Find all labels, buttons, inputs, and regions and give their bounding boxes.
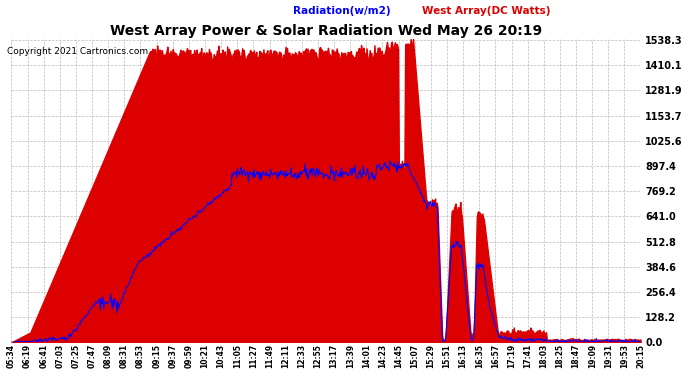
Text: West Array(DC Watts): West Array(DC Watts) — [422, 6, 551, 16]
Text: Copyright 2021 Cartronics.com: Copyright 2021 Cartronics.com — [7, 47, 148, 56]
Text: Radiation(w/m2): Radiation(w/m2) — [293, 6, 391, 16]
Title: West Array Power & Solar Radiation Wed May 26 20:19: West Array Power & Solar Radiation Wed M… — [110, 24, 542, 38]
